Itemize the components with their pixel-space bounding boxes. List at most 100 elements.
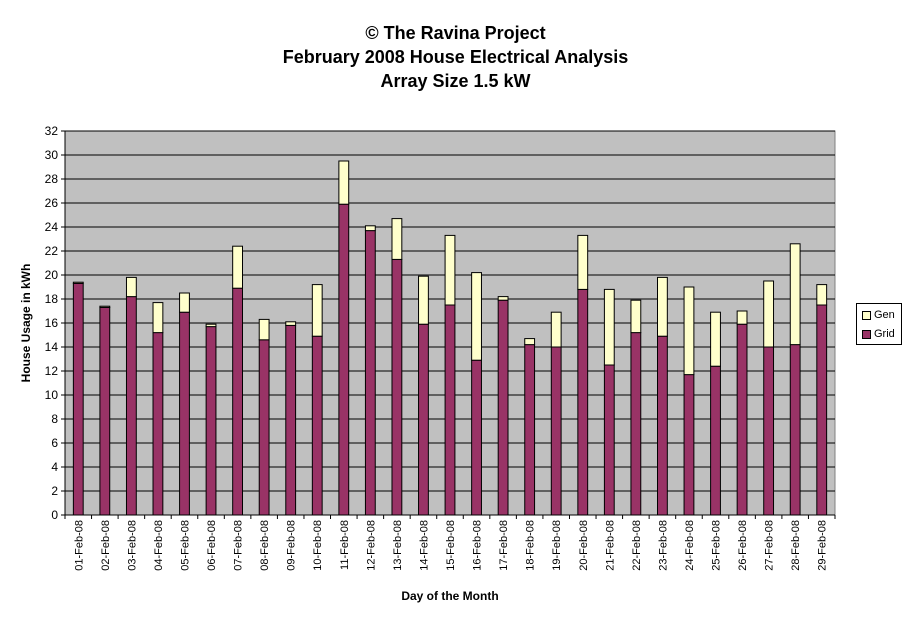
- x-tick-label: 13-Feb-08: [392, 520, 404, 571]
- bar-gen: [338, 160, 350, 205]
- bar-grid: [683, 374, 695, 516]
- x-tick-label: 26-Feb-08: [737, 520, 749, 571]
- bar-gen: [657, 276, 668, 337]
- y-tick-label: 24: [45, 220, 59, 234]
- y-tick-label: 16: [45, 316, 59, 330]
- bar-grid: [258, 339, 270, 516]
- x-tick-label: 11-Feb-08: [339, 520, 351, 570]
- x-tick-label: 27-Feb-08: [764, 520, 776, 571]
- bar-grid: [205, 326, 217, 516]
- x-tick-label: 29-Feb-08: [817, 520, 829, 571]
- bar-gen: [683, 286, 695, 376]
- bar-grid: [311, 335, 323, 516]
- x-tick-label: 04-Feb-08: [153, 520, 165, 571]
- y-tick-label: 32: [45, 124, 59, 138]
- bar-grid: [285, 324, 297, 516]
- x-tick-label: 28-Feb-08: [790, 520, 802, 571]
- bar-grid: [364, 230, 376, 516]
- bar-gen: [99, 305, 111, 308]
- x-tick-label: 05-Feb-08: [179, 520, 191, 571]
- y-tick-label: 14: [45, 340, 59, 354]
- bar-gen: [603, 288, 615, 366]
- x-tick-label: 19-Feb-08: [551, 520, 563, 571]
- bar-gen: [816, 284, 828, 306]
- bar-grid: [152, 332, 164, 516]
- bar-gen: [418, 275, 429, 325]
- y-tick-label: 12: [45, 364, 59, 378]
- y-tick-label: 8: [51, 412, 58, 426]
- x-axis-label: Day of the Month: [401, 589, 498, 603]
- x-axis-ticks: 01-Feb-08 02-Feb-08 03-Feb-08 04-Feb-08 05-F…: [64, 515, 836, 571]
- bar-grid: [232, 287, 243, 516]
- x-tick-label: 14-Feb-08: [418, 520, 430, 571]
- chart-subtitle-line-1: February 2008 House Electrical Analysis: [282, 47, 629, 67]
- bar-gen: [205, 323, 217, 328]
- axes: [64, 131, 835, 516]
- bar-grid: [789, 344, 801, 516]
- y-tick-label: 20: [45, 268, 59, 282]
- bar-gen: [179, 292, 190, 313]
- y-tick-label: 28: [45, 172, 59, 186]
- bar-grid: [763, 346, 775, 516]
- bar-grid: [524, 344, 536, 516]
- bar-grid: [657, 335, 668, 516]
- bar-gen: [258, 318, 270, 341]
- legend-label-gen: Gen: [874, 309, 895, 321]
- bar-grid: [72, 282, 84, 516]
- bar-grid: [338, 203, 350, 516]
- bar-gen: [391, 218, 403, 260]
- x-tick-label: 25-Feb-08: [711, 520, 723, 571]
- chart-title: © The Ravina Project: [365, 23, 546, 43]
- bars-group: [72, 160, 828, 516]
- x-tick-label: 08-Feb-08: [259, 520, 271, 571]
- bar-gen: [577, 234, 589, 290]
- x-tick-label: 21-Feb-08: [604, 520, 616, 571]
- y-tick-label: 30: [45, 148, 59, 162]
- x-tick-label: 10-Feb-08: [312, 520, 324, 571]
- gen-swatch: [862, 311, 871, 320]
- bar-gen: [232, 245, 243, 289]
- bar-grid: [577, 288, 589, 516]
- y-tick-label: 2: [51, 484, 58, 498]
- grid-swatch: [862, 330, 871, 339]
- bar-grid: [471, 359, 482, 516]
- x-tick-label: 01-Feb-08: [73, 520, 85, 571]
- legend-label-grid: Grid: [874, 328, 895, 340]
- x-tick-label: 16-Feb-08: [472, 520, 484, 571]
- bar-gen: [72, 281, 84, 284]
- legend: Gen Grid: [856, 303, 902, 345]
- bar-grid: [99, 306, 111, 516]
- bar-grid: [418, 323, 429, 516]
- x-tick-label: 22-Feb-08: [631, 520, 643, 571]
- bar-gen: [152, 302, 164, 334]
- bar-grid: [816, 304, 828, 516]
- bar-grid: [497, 299, 509, 516]
- bar-gen: [311, 284, 323, 337]
- x-tick-label: 18-Feb-08: [525, 520, 537, 571]
- bar-gen: [524, 338, 536, 346]
- bar-grid: [391, 258, 403, 516]
- bar-gen: [710, 311, 721, 367]
- bar-grid: [179, 311, 190, 516]
- y-tick-label: 10: [45, 388, 59, 402]
- y-tick-label: 4: [51, 460, 58, 474]
- bar-gen: [444, 234, 456, 306]
- bar-gen: [630, 299, 642, 334]
- x-tick-label: 20-Feb-08: [578, 520, 590, 571]
- bar-gen: [471, 272, 482, 361]
- bar-grid: [444, 304, 456, 516]
- bar-gen: [550, 311, 562, 348]
- bar-grid: [125, 296, 137, 516]
- bar-gen: [125, 276, 137, 298]
- x-tick-label: 24-Feb-08: [684, 520, 696, 571]
- y-tick-label: 6: [51, 436, 58, 450]
- y-tick-label: 0: [51, 508, 58, 522]
- x-tick-label: 07-Feb-08: [233, 520, 245, 571]
- x-tick-label: 09-Feb-08: [286, 520, 298, 571]
- bar-gen: [789, 243, 801, 346]
- x-tick-label: 06-Feb-08: [206, 520, 218, 571]
- y-tick-label: 18: [45, 292, 59, 306]
- bar-grid: [603, 364, 615, 516]
